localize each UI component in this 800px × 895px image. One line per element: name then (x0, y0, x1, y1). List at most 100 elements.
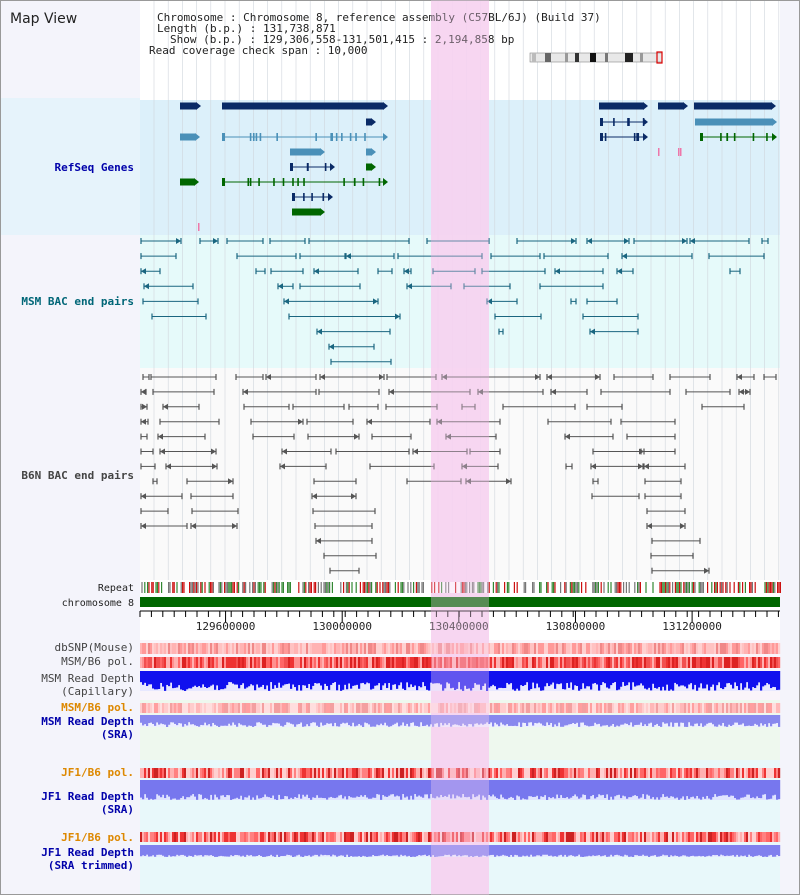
bac-end-pair[interactable] (269, 238, 306, 244)
bac-end-pair[interactable] (502, 403, 576, 410)
bac-end-pair[interactable] (689, 238, 750, 244)
bac-end-pair[interactable] (235, 374, 264, 380)
bac-end-pair[interactable] (140, 268, 161, 275)
bac-end-pair[interactable] (763, 374, 777, 380)
bac-end-pair[interactable] (486, 298, 518, 305)
refseq-gene[interactable] (600, 118, 648, 126)
bac-end-pair[interactable] (270, 268, 304, 275)
msm-pol-heatmap-2[interactable] (140, 703, 781, 713)
bac-end-pair[interactable] (736, 374, 755, 380)
bac-end-pair[interactable] (328, 343, 375, 350)
refseq-gene[interactable] (599, 102, 648, 110)
bac-end-pair[interactable] (152, 478, 158, 485)
refseq-gene[interactable] (700, 133, 777, 141)
bac-end-pair[interactable] (299, 253, 346, 260)
bac-end-pair[interactable] (242, 388, 317, 395)
bac-end-pair[interactable] (335, 448, 410, 455)
repeat-track[interactable] (140, 582, 781, 593)
bac-end-pair[interactable] (311, 493, 357, 500)
bac-end-pair[interactable] (613, 374, 654, 380)
refseq-gene[interactable] (222, 102, 388, 110)
bac-end-pair[interactable] (140, 433, 148, 440)
bac-end-pair[interactable] (412, 448, 468, 455)
bac-end-pair[interactable] (312, 508, 376, 515)
bac-end-pair[interactable] (432, 268, 476, 275)
bac-end-pair[interactable] (669, 374, 711, 380)
bac-end-pair[interactable] (199, 238, 219, 244)
bac-end-pair[interactable] (600, 388, 671, 395)
bac-end-pair[interactable] (140, 253, 177, 260)
bac-end-pair[interactable] (650, 552, 694, 559)
bac-end-pair[interactable] (159, 448, 217, 455)
bac-end-pair[interactable] (461, 403, 476, 410)
bac-end-pair[interactable] (626, 433, 676, 440)
bac-end-pair[interactable] (738, 388, 751, 395)
refseq-gene[interactable] (222, 133, 388, 141)
bac-end-pair[interactable] (591, 493, 640, 500)
bac-end-pair[interactable] (564, 433, 614, 440)
refseq-gene[interactable] (180, 133, 200, 141)
bac-end-pair[interactable] (490, 253, 541, 260)
bac-end-pair[interactable] (701, 403, 745, 410)
bac-end-pair[interactable] (377, 268, 393, 275)
bac-end-pair[interactable] (307, 433, 360, 440)
bac-end-pair[interactable] (140, 388, 147, 395)
bac-end-pair[interactable] (190, 493, 234, 500)
bac-end-pair[interactable] (191, 508, 239, 515)
bac-end-pair[interactable] (281, 448, 332, 455)
bac-end-pair[interactable] (140, 448, 154, 455)
bac-end-pair[interactable] (516, 238, 577, 244)
bac-end-pair[interactable] (646, 523, 686, 529)
bac-end-pair[interactable] (314, 523, 373, 529)
bac-end-pair[interactable] (299, 283, 361, 290)
bac-end-pair[interactable] (348, 403, 379, 410)
bac-end-pair[interactable] (265, 374, 317, 380)
bac-end-pair[interactable] (385, 403, 438, 410)
bac-end-pair[interactable] (255, 268, 266, 275)
bac-end-pair[interactable] (323, 552, 377, 559)
bac-end-pair[interactable] (140, 523, 188, 529)
bac-end-pair[interactable] (151, 313, 207, 320)
bac-end-pair[interactable] (190, 523, 238, 529)
bac-end-pair[interactable] (315, 537, 373, 544)
jf1-pol-heatmap-2[interactable] (140, 832, 781, 842)
bac-end-pair[interactable] (143, 283, 194, 290)
bac-end-pair[interactable] (426, 238, 490, 244)
msm-pol-heatmap-1[interactable] (140, 657, 781, 668)
bac-end-pair[interactable] (621, 253, 693, 260)
bac-end-pair[interactable] (165, 463, 218, 470)
bac-end-pair[interactable] (761, 238, 769, 244)
bac-end-pair[interactable] (252, 433, 295, 440)
refseq-gene[interactable] (600, 133, 648, 141)
bac-end-pair[interactable] (586, 298, 618, 305)
bac-end-pair[interactable] (292, 403, 345, 410)
refseq-gene[interactable] (290, 163, 335, 171)
bac-end-pair[interactable] (140, 418, 149, 425)
bac-end-pair[interactable] (308, 238, 410, 244)
bac-end-pair[interactable] (369, 463, 435, 470)
bac-end-pair[interactable] (708, 253, 765, 260)
refseq-gene[interactable] (180, 178, 199, 186)
bac-end-pair[interactable] (445, 433, 497, 440)
refseq-gene[interactable] (292, 208, 325, 216)
bac-end-pair[interactable] (616, 268, 634, 275)
bac-end-pair[interactable] (644, 478, 682, 485)
msm-depth-sra[interactable] (140, 715, 781, 727)
bac-end-pair[interactable] (646, 508, 686, 515)
bac-end-pair[interactable] (250, 418, 304, 425)
jf1-depth-sra-trimmed[interactable] (140, 845, 781, 857)
bac-end-pair[interactable] (554, 268, 604, 275)
bac-end-pair[interactable] (463, 283, 511, 290)
bac-end-pair[interactable] (159, 418, 220, 425)
bac-end-pair[interactable] (142, 298, 199, 305)
refseq-gene[interactable] (366, 148, 376, 156)
bac-end-pair[interactable] (550, 388, 588, 395)
bac-end-pair[interactable] (461, 463, 499, 470)
bac-end-pair[interactable] (644, 493, 682, 500)
bac-end-pair[interactable] (140, 493, 183, 500)
bac-end-pair[interactable] (441, 374, 541, 380)
bac-end-pair[interactable] (388, 388, 471, 395)
refseq-gene[interactable] (366, 163, 376, 171)
bac-end-pair[interactable] (186, 478, 234, 485)
bac-end-pair[interactable] (589, 328, 639, 335)
